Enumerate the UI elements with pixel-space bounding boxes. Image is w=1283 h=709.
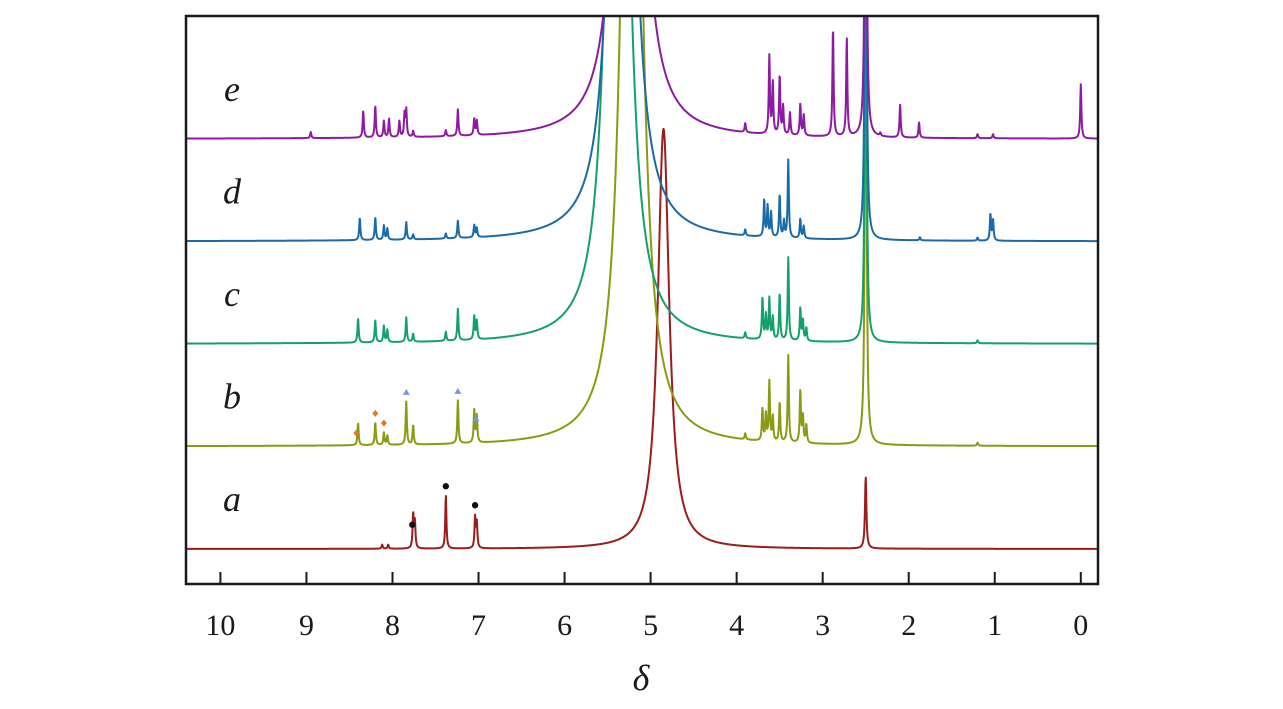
trace-e (186, 16, 1098, 140)
trace-d (186, 16, 1098, 243)
trace-a (186, 127, 1098, 550)
x-tick-label-10: 10 (205, 609, 235, 642)
x-tick-label-2: 2 (901, 609, 916, 642)
trace-label-a: a (223, 479, 241, 519)
x-tick-label-3: 3 (815, 609, 830, 642)
peak-marker-b-4 (454, 387, 462, 394)
trace-b (186, 16, 1098, 448)
trace-label-d: d (223, 172, 242, 212)
peak-marker-b-1 (372, 409, 379, 417)
trace-label-b: b (223, 377, 241, 417)
peak-marker-a-1 (442, 483, 450, 490)
x-tick-label-4: 4 (729, 609, 744, 642)
x-tick-label-1: 1 (987, 609, 1002, 642)
trace-label-c: c (224, 274, 240, 314)
x-tick-label-9: 9 (299, 609, 314, 642)
x-tick-label-7: 7 (471, 609, 486, 642)
peak-marker-b-0 (353, 429, 360, 437)
x-tick-label-0: 0 (1073, 609, 1088, 642)
peak-marker-b-5 (472, 415, 480, 422)
x-axis-title: δ (633, 658, 651, 698)
x-axis-tick-labels: 10 9 8 7 6 5 4 3 2 1 0 (205, 609, 1088, 642)
trace-labels: a b c d e (223, 69, 242, 519)
trace-c (186, 16, 1098, 345)
x-axis-ticks (219, 572, 1082, 584)
peak-marker-b-2 (380, 419, 387, 427)
peak-marker-a-2 (471, 502, 479, 509)
x-tick-label-5: 5 (643, 609, 658, 642)
peak-marker-a-0 (409, 521, 416, 528)
x-tick-label-8: 8 (385, 609, 400, 642)
trace-label-e: e (224, 69, 240, 109)
peak-markers (353, 387, 480, 528)
peak-marker-b-3 (402, 388, 410, 395)
spectra-traces (186, 16, 1098, 550)
x-tick-label-6: 6 (557, 609, 572, 642)
plot-frame (184, 14, 1100, 586)
